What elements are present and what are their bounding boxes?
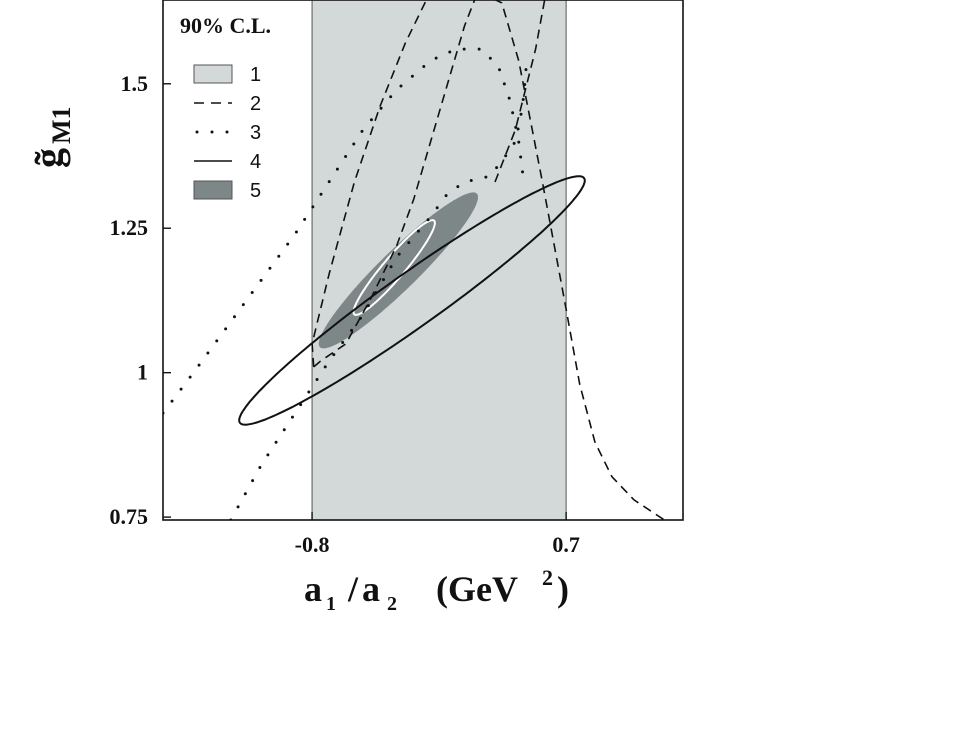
region-4-solid-contour: [238, 175, 586, 426]
plot-area: [163, 0, 665, 520]
x-axis: -0.8 0.7: [295, 512, 580, 557]
legend: 1 2 3 4 5: [193, 64, 261, 202]
inner-white-contour: [352, 219, 436, 316]
plot-frame: [162, 0, 684, 521]
x-tick-label: 0.7: [552, 532, 580, 557]
legend-item-4: 4: [194, 151, 261, 173]
y-axis: 0.75 1 1.25 1.5: [110, 71, 171, 529]
legend-item-3: 3: [195, 122, 261, 144]
region-2-dashed-contour-1: [313, 0, 665, 520]
y-label-g-tilde: g̃: [26, 148, 71, 168]
legend-item-2: 2: [194, 93, 261, 115]
x-label-a1-subscript: 1: [326, 593, 336, 615]
legend-swatch-5: [193, 180, 233, 200]
y-tick-label: 1.5: [121, 71, 149, 96]
legend-label-1: 1: [250, 64, 261, 86]
legend-item-5: 5: [193, 180, 261, 202]
y-tick-label: 0.75: [110, 504, 149, 529]
region-5-filled-contour: [318, 192, 478, 349]
chart-title: 90% C.L.: [180, 13, 271, 38]
x-axis-label: a 1 / a 2 (GeV 2 ): [304, 565, 569, 615]
x-label-a1: a: [304, 569, 322, 609]
x-label-slash: /: [347, 569, 359, 609]
region-2-dashed-contour-3: [494, 0, 546, 183]
x-label-a2: a: [362, 569, 380, 609]
x-label-unit-superscript: 2: [542, 565, 553, 590]
legend-label-5: 5: [250, 180, 261, 202]
y-tick-label: 1.25: [110, 215, 149, 240]
legend-label-4: 4: [250, 151, 261, 173]
legend-label-3: 3: [250, 122, 261, 144]
legend-item-1: 1: [193, 64, 261, 86]
x-label-a2-subscript: 2: [387, 593, 397, 615]
x-tick-label: -0.8: [295, 532, 330, 557]
y-label-subscript: M1: [47, 106, 76, 144]
x-label-unit-close: ): [557, 569, 569, 609]
legend-swatch-1: [193, 64, 233, 84]
legend-label-2: 2: [250, 93, 261, 115]
y-tick-label: 1: [137, 360, 148, 385]
x-label-unit: (GeV: [436, 569, 518, 609]
y-axis-label: g̃ M1: [26, 106, 76, 168]
region-2-dashed-contour-2: [311, 0, 428, 367]
